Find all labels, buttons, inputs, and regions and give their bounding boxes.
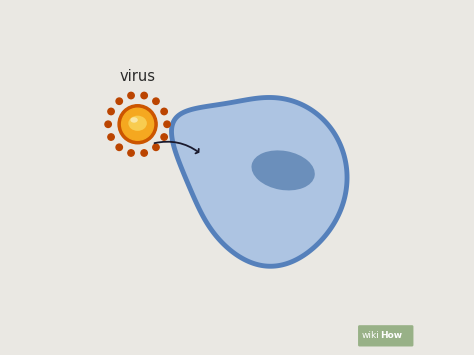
Circle shape	[118, 105, 157, 144]
Circle shape	[141, 150, 147, 156]
Text: wiki: wiki	[362, 331, 380, 340]
Ellipse shape	[130, 117, 138, 123]
Circle shape	[141, 92, 147, 99]
Ellipse shape	[128, 116, 147, 131]
Circle shape	[105, 121, 111, 127]
Text: How: How	[381, 331, 402, 340]
Circle shape	[161, 134, 167, 140]
Circle shape	[116, 144, 122, 151]
FancyBboxPatch shape	[358, 325, 413, 346]
Circle shape	[128, 150, 134, 156]
Circle shape	[128, 92, 134, 99]
Circle shape	[116, 98, 122, 104]
Circle shape	[164, 121, 170, 127]
Circle shape	[108, 134, 114, 140]
Circle shape	[153, 98, 159, 104]
Circle shape	[161, 108, 167, 115]
Circle shape	[153, 144, 159, 151]
Text: virus: virus	[119, 69, 155, 84]
Ellipse shape	[252, 151, 315, 190]
Circle shape	[108, 108, 114, 115]
Circle shape	[122, 108, 154, 140]
Polygon shape	[172, 98, 347, 266]
